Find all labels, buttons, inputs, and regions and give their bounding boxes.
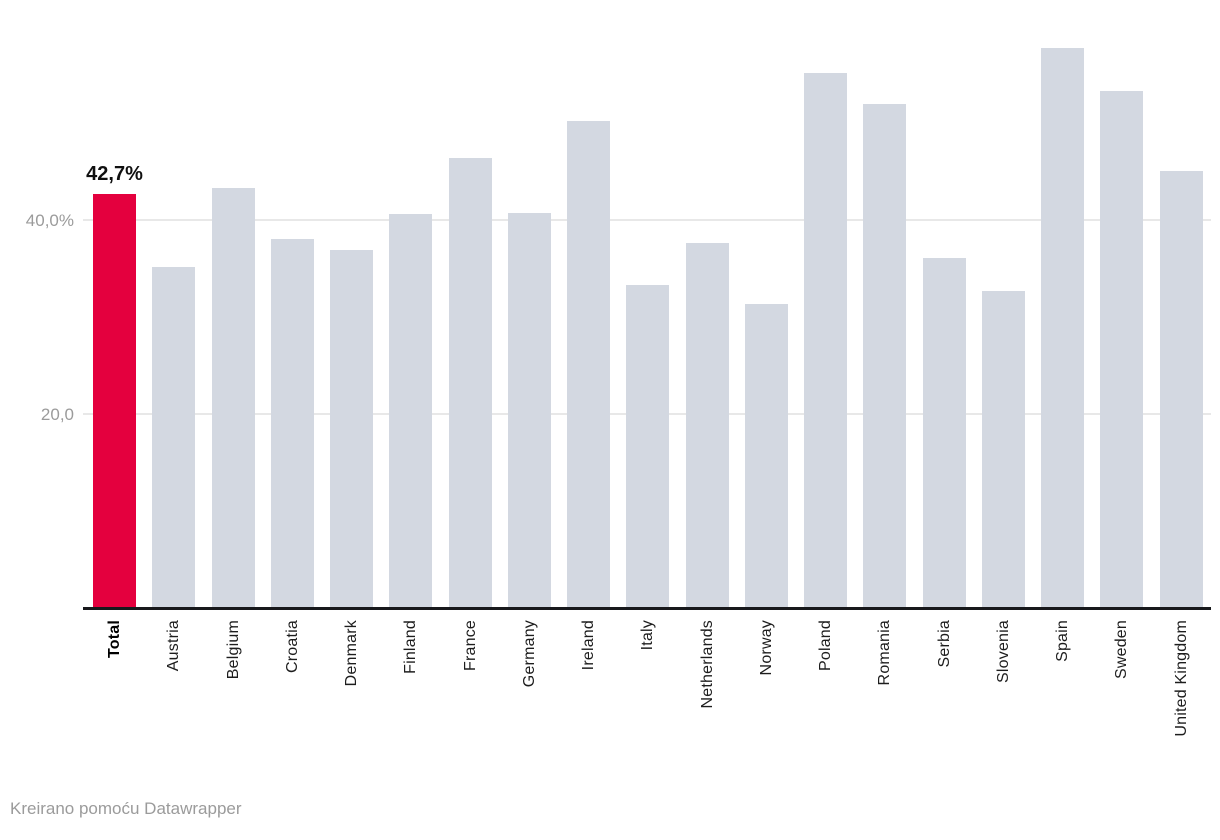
x-label-norway: Norway <box>757 620 775 676</box>
value-label-total: 42,7% <box>86 163 143 185</box>
bar-belgium[interactable] <box>212 188 255 608</box>
bar-norway[interactable] <box>745 304 788 608</box>
bar-netherlands[interactable] <box>686 243 729 608</box>
bar-slovenia[interactable] <box>982 291 1025 608</box>
x-label-united-kingdom: United Kingdom <box>1172 620 1190 737</box>
x-label-sweden: Sweden <box>1112 620 1130 680</box>
bar-spain[interactable] <box>1041 48 1084 608</box>
bar-italy[interactable] <box>626 285 669 608</box>
y-tick-label-40: 40,0% <box>25 211 74 230</box>
bar-poland[interactable] <box>804 73 847 608</box>
x-axis-line <box>83 607 1211 610</box>
bar-romania[interactable] <box>863 104 906 608</box>
datawrapper-credit-link[interactable]: Kreirano pomoću Datawrapper <box>10 799 242 818</box>
x-label-france: France <box>461 620 479 671</box>
bar-ireland[interactable] <box>567 121 610 608</box>
bar-denmark[interactable] <box>330 250 373 608</box>
x-label-spain: Spain <box>1053 620 1071 662</box>
bar-sweden[interactable] <box>1100 91 1143 608</box>
bar-austria[interactable] <box>152 267 195 608</box>
x-label-denmark: Denmark <box>342 620 360 687</box>
bar-total[interactable] <box>93 194 136 608</box>
bar-serbia[interactable] <box>923 258 966 608</box>
x-label-italy: Italy <box>638 620 656 651</box>
y-tick-label-20: 20,0 <box>40 405 74 424</box>
x-label-germany: Germany <box>520 620 538 688</box>
x-label-austria: Austria <box>164 620 182 672</box>
x-label-romania: Romania <box>875 620 893 686</box>
x-label-ireland: Ireland <box>579 620 597 671</box>
x-label-poland: Poland <box>816 620 834 672</box>
bar-germany[interactable] <box>508 213 551 608</box>
bar-croatia[interactable] <box>271 239 314 608</box>
bar-united-kingdom[interactable] <box>1160 171 1203 608</box>
gridline-40 <box>83 219 1211 221</box>
x-label-finland: Finland <box>401 620 419 674</box>
x-label-total: Total <box>105 620 123 659</box>
x-label-netherlands: Netherlands <box>698 620 716 709</box>
bar-france[interactable] <box>449 158 492 608</box>
x-label-slovenia: Slovenia <box>994 620 1012 683</box>
x-label-belgium: Belgium <box>224 620 242 680</box>
x-label-croatia: Croatia <box>283 620 301 673</box>
x-label-serbia: Serbia <box>935 620 953 668</box>
bar-finland[interactable] <box>389 214 432 608</box>
